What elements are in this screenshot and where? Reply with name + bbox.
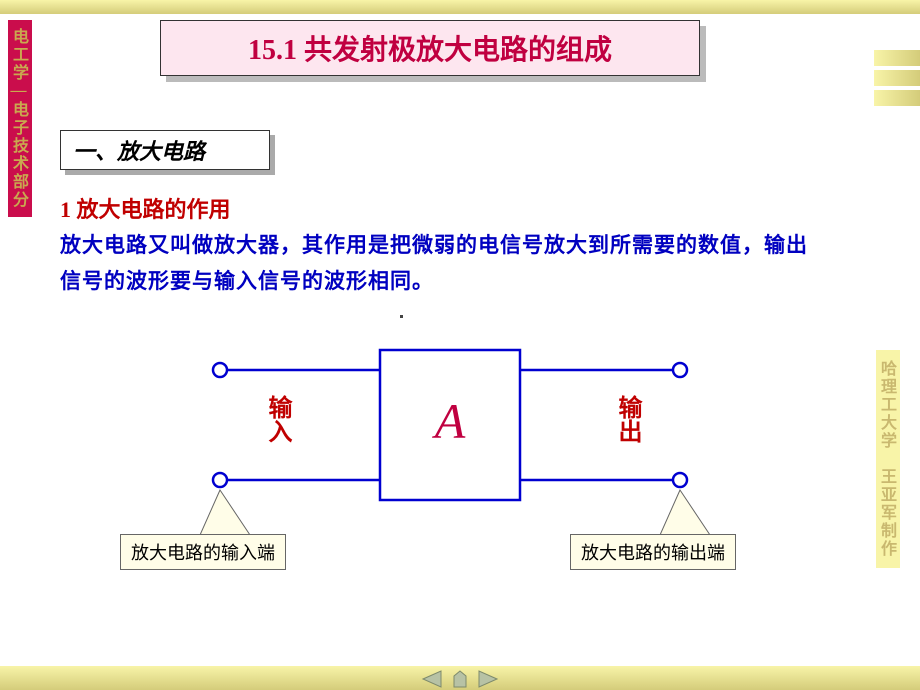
output-label: 输出 [610,395,645,443]
nav-prev-button[interactable] [421,670,443,688]
bullet-dot [400,315,403,318]
input-label: 输入 [260,395,295,443]
right-decoration-bars [874,50,920,110]
nav-home-button[interactable] [449,670,471,688]
slide-title-text: 15.1 共发射极放大电路的组成 [248,28,612,68]
top-decoration-band [0,0,920,14]
subheading: 1 放大电路的作用 [60,192,231,224]
callout-output: 放大电路的输出端 [570,534,736,570]
terminal-out-top [673,363,687,377]
slide-title-container: 15.1 共发射极放大电路的组成 [160,20,700,76]
terminal-in-bot [213,473,227,487]
section-heading-text: 一、放大电路 [73,134,205,166]
callout-right-pointer [660,490,710,535]
nav-buttons [421,670,499,688]
amp-label-text: A [432,393,466,449]
callout-left-pointer [200,490,250,535]
amplifier-block-diagram: A 输入 输出 放大电路的输入端 放大电路的输出端 [150,330,750,630]
section-box: 一、放大电路 [60,130,270,170]
diagram-svg: A [150,330,750,630]
title-box: 15.1 共发射极放大电路的组成 [160,20,700,76]
subheading-text: 放大电路的作用 [77,197,231,222]
right-sidebar-label: 哈理工大学 王亚军制作 [876,350,900,568]
nav-next-button[interactable] [477,670,499,688]
callout-input: 放大电路的输入端 [120,534,286,570]
section-heading-container: 一、放大电路 [60,130,270,170]
subheading-number: 1 [60,197,77,222]
body-paragraph: 放大电路又叫做放大器，其作用是把微弱的电信号放大到所需要的数值，输出信号的波形要… [60,228,820,299]
left-sidebar-label: 电工学—电子技术部分 [8,20,32,217]
terminal-in-top [213,363,227,377]
terminal-out-bot [673,473,687,487]
